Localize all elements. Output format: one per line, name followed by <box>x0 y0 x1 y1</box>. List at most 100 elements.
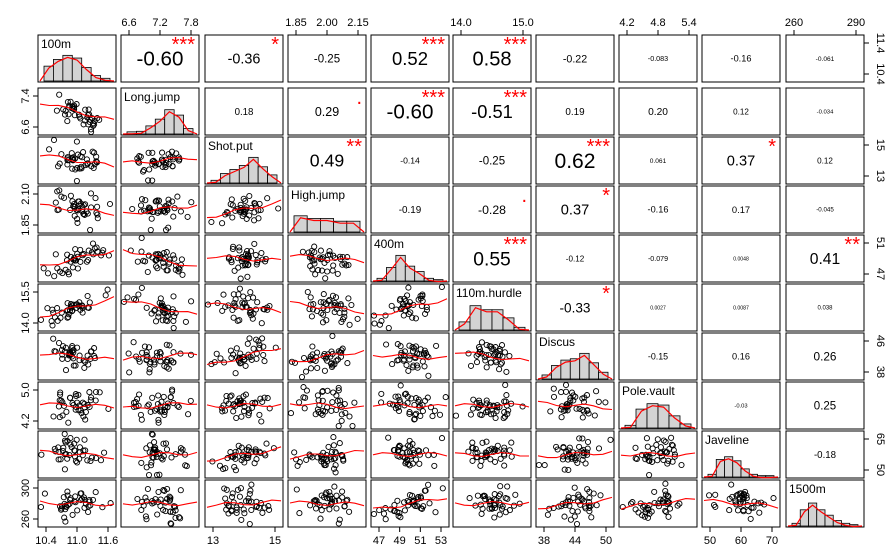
panel-border <box>452 234 532 283</box>
scatter-point <box>223 392 230 400</box>
scatter-point <box>706 492 713 499</box>
scatter-point <box>85 508 92 516</box>
panel-border <box>452 87 532 136</box>
significance-stars: *** <box>587 136 611 158</box>
variable-name-high-jump: High.jump <box>291 188 345 202</box>
scatter-point <box>743 495 750 502</box>
panel-3-8: 0.17 <box>701 185 781 234</box>
tick-label: 4.2 <box>619 17 634 29</box>
scatter-point <box>343 262 350 269</box>
scatter-point <box>670 447 677 454</box>
scatter-point <box>85 256 92 264</box>
scatter-point <box>412 411 419 418</box>
panel-border <box>37 283 117 332</box>
scatter-point <box>51 445 58 452</box>
panel-border <box>785 234 865 283</box>
panel-1-9: -0.034 <box>785 87 865 136</box>
scatter-point <box>736 494 743 501</box>
scatter-point <box>135 291 142 298</box>
scatter-point <box>73 177 80 185</box>
scatter-point <box>422 487 429 494</box>
histogram-bar <box>248 156 259 184</box>
scatter-point <box>576 443 583 450</box>
scatter-point <box>146 442 153 449</box>
scatter-point <box>65 271 72 278</box>
scatter-point <box>378 317 385 325</box>
scatter-point <box>336 516 343 523</box>
scatter-point <box>346 413 353 420</box>
scatter-point <box>173 150 180 157</box>
scatter-point <box>64 161 71 168</box>
scatter-point <box>417 292 424 300</box>
scatter-point <box>234 317 241 324</box>
scatter-point <box>416 460 423 467</box>
scatter-point <box>572 393 579 400</box>
scatter-point <box>70 401 77 409</box>
scatter-point <box>231 463 238 471</box>
scatter-point <box>501 409 508 416</box>
panel-border <box>785 283 865 332</box>
scatter-point <box>544 511 551 518</box>
scatter-point <box>307 452 314 459</box>
scatter-point <box>241 403 248 411</box>
scatter-point <box>59 355 66 362</box>
tick-label: 15.5 <box>20 281 32 302</box>
scatter-point <box>306 356 314 363</box>
scatter-point <box>470 396 477 403</box>
scatter-point <box>483 438 490 445</box>
panel-border <box>535 234 615 283</box>
panel-3-0 <box>37 185 117 234</box>
scatter-point <box>223 397 230 404</box>
scatter-point <box>65 313 72 321</box>
panel-border <box>618 234 698 283</box>
scatter-point <box>87 397 94 404</box>
scatter-point <box>751 498 758 505</box>
scatter-point <box>665 513 672 520</box>
scatter-point <box>229 202 236 209</box>
scatter-point <box>235 442 242 449</box>
scatter-point <box>493 497 500 504</box>
scatter-point <box>492 504 499 512</box>
scatter-point <box>333 392 340 399</box>
scatter-point <box>172 507 179 514</box>
scatter-point <box>478 510 485 517</box>
scatter-point <box>154 511 161 518</box>
tick-label: 44 <box>569 535 581 547</box>
scatter-point <box>307 294 314 301</box>
scatter-point <box>246 212 253 219</box>
scatter-point <box>308 313 315 320</box>
scatter-point <box>236 247 243 254</box>
scatter-point <box>182 318 189 325</box>
panel-border <box>535 34 615 83</box>
scatter-point <box>417 495 425 502</box>
scatter-point <box>86 299 93 306</box>
panel-8-7 <box>618 430 698 479</box>
scatter-point <box>567 516 574 523</box>
scatter-point <box>62 344 69 351</box>
scatter-point <box>566 498 573 505</box>
scatter-point <box>94 215 101 222</box>
scatter-point <box>496 352 503 359</box>
scatter-point <box>142 513 149 520</box>
histogram-bar <box>598 371 609 380</box>
scatter-point <box>678 461 685 469</box>
smooth-line <box>39 352 115 360</box>
scatter-point <box>88 348 95 355</box>
scatter-point <box>415 296 422 303</box>
scatter-point <box>58 193 65 200</box>
scatter-point <box>406 498 413 506</box>
panel-border <box>785 34 865 83</box>
scatter-point <box>300 384 307 391</box>
panel-border <box>370 34 450 83</box>
scatter-point <box>326 296 333 303</box>
scatter-point <box>573 405 580 412</box>
scatter-point <box>380 510 388 517</box>
panel-8-4 <box>370 430 450 479</box>
scatter-point <box>668 434 675 441</box>
panel-border <box>701 381 781 430</box>
scatter-point <box>157 295 164 302</box>
scatter-point <box>159 149 166 156</box>
panel-border <box>37 234 117 283</box>
scatter-point <box>339 253 346 261</box>
scatter-point <box>253 355 260 362</box>
